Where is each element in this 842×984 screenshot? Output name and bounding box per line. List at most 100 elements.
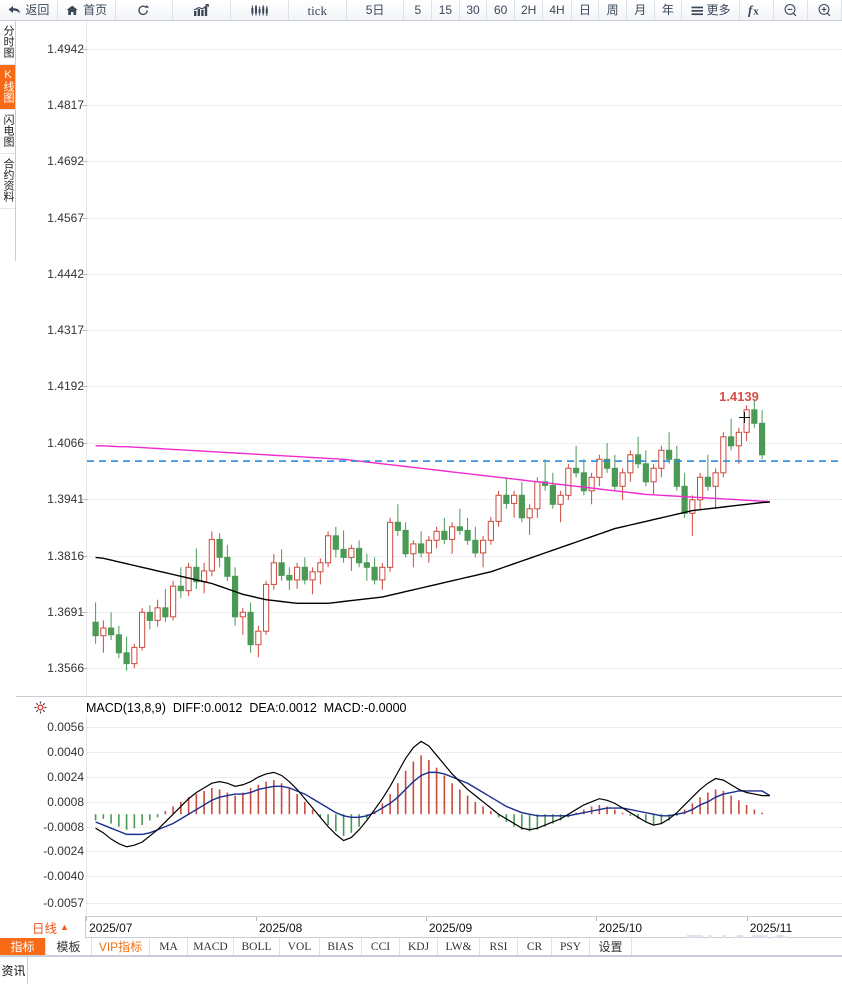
indicator-zhibiao[interactable]: 指标: [0, 938, 46, 955]
zoom-out-icon: [783, 3, 798, 17]
tab-news[interactable]: 资讯: [0, 957, 28, 984]
toolbar-home[interactable]: 首页: [58, 0, 116, 20]
sidebar-item-label: 合约资料: [2, 158, 14, 202]
macd-title: MACD(13,8,9): [86, 701, 166, 715]
toolbar-back-label: 返回: [25, 3, 50, 17]
crosshair-marker: [739, 412, 751, 424]
toolbar-5day[interactable]: 5日: [347, 0, 405, 20]
sidebar-item-timeshare[interactable]: 分时图: [0, 21, 15, 65]
toolbar-m60[interactable]: 60: [487, 0, 515, 20]
gridline: [87, 217, 842, 219]
toolbar-more[interactable]: 更多: [682, 0, 740, 20]
macd-header: MACD(13,8,9) DIFF:0.0012 DEA:0.0012 MACD…: [86, 700, 406, 716]
macd-gridline: [87, 801, 842, 803]
toolbar-month-label: 月: [634, 3, 647, 17]
toolbar-back[interactable]: 返回: [0, 0, 58, 20]
home-icon: [65, 4, 80, 17]
toolbar-m30-label: 30: [466, 3, 480, 17]
toolbar-zoomin[interactable]: [808, 0, 842, 20]
gridline: [87, 555, 842, 557]
x-axis-label: 2025/07: [89, 921, 133, 935]
y-tick: [82, 273, 87, 275]
period-selector-label: 日线: [32, 921, 58, 936]
bar-chart-icon: [193, 3, 210, 17]
macd-y-axis-label: -0.0057: [43, 895, 84, 910]
svg-text:x: x: [754, 5, 760, 17]
macd-svg: [94, 740, 771, 848]
sidebar-item-kline[interactable]: K线图: [0, 65, 15, 110]
price-plot-area[interactable]: [87, 21, 842, 696]
sidebar-item-label: 分时图: [2, 25, 14, 58]
gridline: [87, 330, 842, 332]
macd-diff: DIFF:0.0012: [172, 701, 243, 715]
macd-gridline: [87, 876, 842, 878]
y-tick: [82, 105, 87, 107]
current-price-label: 1.4139: [719, 389, 759, 405]
indicator-moban[interactable]: 模板: [46, 938, 92, 955]
y-axis-label: 1.3941: [47, 492, 84, 507]
y-axis-label: 1.4942: [47, 41, 84, 56]
y-axis-label: 1.3691: [47, 604, 84, 619]
indicator-psy[interactable]: PSY: [552, 938, 590, 955]
indicator-vip[interactable]: VIP指标: [92, 938, 150, 955]
toolbar-h4[interactable]: 4H: [543, 0, 572, 20]
indicator-shezhi[interactable]: 设置: [590, 938, 632, 955]
indicator-toolbar: 指标 模板 VIP指标 MA MACD BOLL VOL BIAS CCI KDJ LW& RSI CR…: [0, 938, 842, 956]
pane-separator: [16, 696, 842, 697]
y-tick: [82, 217, 87, 219]
toolbar-year-label: 年: [661, 3, 674, 17]
toolbar-week-label: 周: [606, 3, 619, 17]
toolbar-m5[interactable]: 5: [404, 0, 433, 20]
period-selector[interactable]: 日线 ▲: [16, 916, 86, 938]
indicator-vol[interactable]: VOL: [280, 938, 320, 955]
y-axis-label: 1.4317: [47, 323, 84, 338]
gridline: [87, 161, 842, 163]
svg-text:f: f: [748, 3, 754, 17]
price-y-axis: [86, 21, 87, 696]
toolbar-h2[interactable]: 2H: [515, 0, 544, 20]
left-sidebar: 分时图 K线图闪电图合约资料: [0, 21, 16, 261]
y-axis-label: 1.4692: [47, 154, 84, 169]
settings-sun-icon[interactable]: [34, 701, 47, 714]
indicator-cci[interactable]: CCI: [362, 938, 400, 955]
indicator-macd[interactable]: MACD: [188, 938, 234, 955]
toolbar-m30[interactable]: 30: [460, 0, 488, 20]
toolbar-refresh[interactable]: [116, 0, 174, 20]
price-chart-pane[interactable]: 1.4942 1.4817 1.4692 1.4567 1.4442 1.4317 1.41…: [16, 21, 842, 696]
gridline: [87, 668, 842, 670]
x-axis-label: 2025/09: [428, 921, 473, 935]
toolbar-m15[interactable]: 15: [432, 0, 460, 20]
toolbar-candles[interactable]: [231, 0, 289, 20]
macd-y-axis: [86, 715, 87, 915]
toolbar-fx[interactable]: fxfx: [740, 0, 774, 20]
indicator-lwr[interactable]: LW&: [438, 938, 480, 955]
x-tick: [86, 917, 88, 921]
indicator-bias[interactable]: BIAS: [320, 938, 362, 955]
toolbar-week[interactable]: 周: [599, 0, 627, 20]
x-axis: 2025/07 2025/08 2025/09 2025/10 2025/11: [16, 916, 842, 938]
sidebar-item-contract[interactable]: 合约资料: [0, 154, 15, 209]
x-tick: [425, 917, 427, 921]
toolbar-zoomout[interactable]: [774, 0, 808, 20]
indicator-ma[interactable]: MA: [150, 938, 188, 955]
toolbar-year[interactable]: 年: [655, 0, 683, 20]
gridline: [87, 499, 842, 501]
toolbar-month[interactable]: 月: [627, 0, 655, 20]
toolbar-h2-label: 2H: [520, 3, 537, 17]
indicator-boll[interactable]: BOLL: [234, 938, 280, 955]
x-tick: [255, 917, 257, 921]
toolbar-barchart[interactable]: [173, 0, 232, 20]
indicator-cr[interactable]: CR: [518, 938, 552, 955]
sidebar-item-lightning[interactable]: 闪电图: [0, 110, 15, 154]
y-axis-label: 1.4817: [47, 98, 84, 113]
macd-pane[interactable]: MACD(13,8,9) DIFF:0.0012 DEA:0.0012 MACD…: [16, 697, 842, 915]
indicator-kdj[interactable]: KDJ: [400, 938, 438, 955]
sidebar-item-label: K线图: [2, 69, 14, 103]
toolbar-day[interactable]: 日: [572, 0, 600, 20]
toolbar-tick[interactable]: tick: [289, 0, 347, 20]
macd-plot-area[interactable]: [87, 715, 842, 915]
refresh-icon: [136, 4, 151, 17]
indicator-rsi[interactable]: RSI: [480, 938, 518, 955]
macd-y-axis-label: 0.0024: [47, 770, 84, 784]
